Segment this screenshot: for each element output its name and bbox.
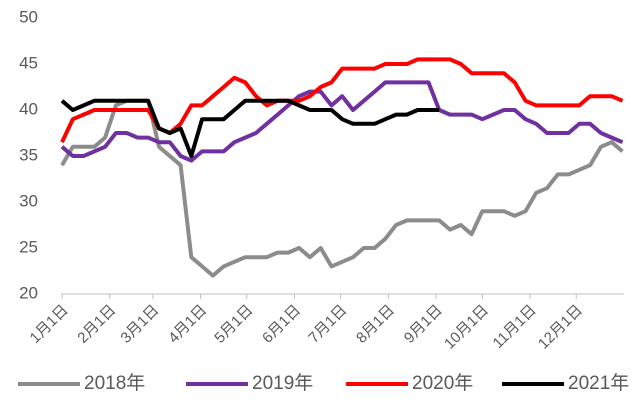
y-tick-label: 40 xyxy=(19,99,38,118)
series-line xyxy=(60,98,624,278)
y-tick-label: 45 xyxy=(19,53,38,72)
x-tick-label: 3月1日 xyxy=(117,302,162,347)
y-tick-label: 20 xyxy=(19,283,38,302)
y-tick-label: 25 xyxy=(19,237,38,256)
y-tick-label: 30 xyxy=(19,191,38,210)
x-tick-label: 9月1日 xyxy=(401,302,446,347)
y-tick-label: 50 xyxy=(19,7,38,26)
series-line xyxy=(60,98,440,158)
x-tick-label: 12月1日 xyxy=(535,302,586,353)
x-tick-label: 2月1日 xyxy=(74,302,119,347)
legend-label: 2018年 xyxy=(84,372,145,394)
legend-label: 2020年 xyxy=(412,372,473,394)
series-line xyxy=(60,80,624,163)
x-tick-label: 10月1日 xyxy=(441,302,492,353)
x-tick-label: 4月1日 xyxy=(165,302,210,347)
y-tick-label: 35 xyxy=(19,145,38,164)
legend-label: 2021年 xyxy=(568,372,629,394)
x-tick-label: 11月1日 xyxy=(490,302,540,352)
x-tick-label: 8月1日 xyxy=(353,302,398,347)
x-tick-label: 1月1日 xyxy=(27,302,72,347)
legend-label: 2019年 xyxy=(252,372,313,394)
x-tick-label: 5月1日 xyxy=(211,302,256,347)
x-tick-label: 7月1日 xyxy=(305,302,350,347)
x-tick-label: 6月1日 xyxy=(259,302,304,347)
